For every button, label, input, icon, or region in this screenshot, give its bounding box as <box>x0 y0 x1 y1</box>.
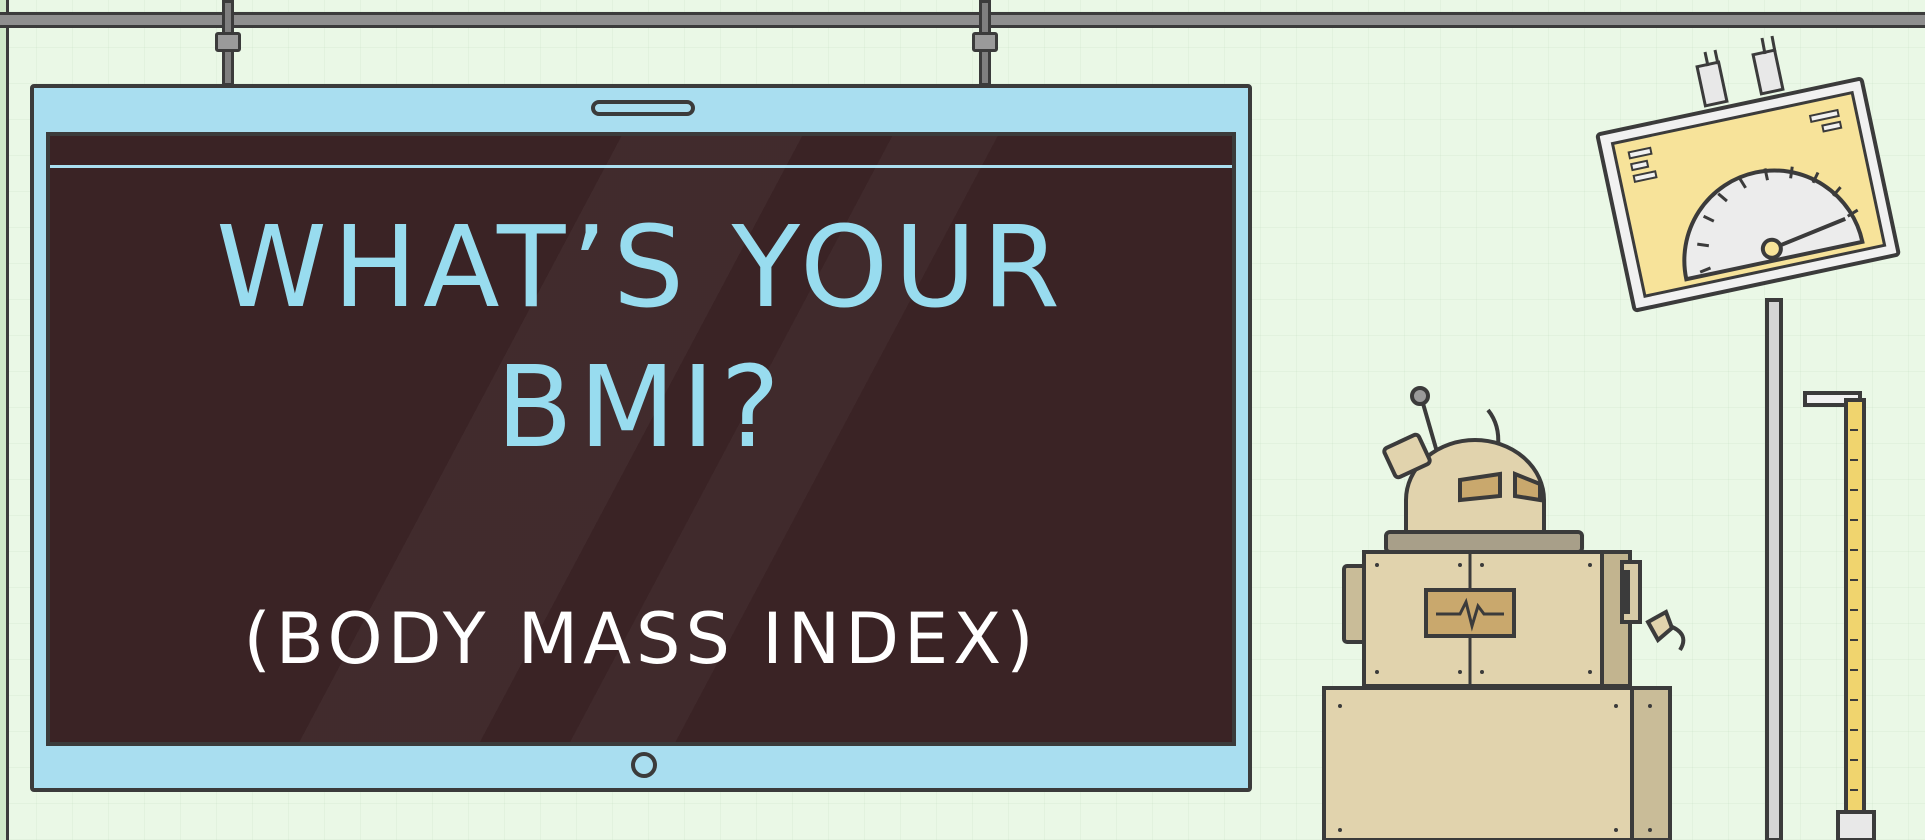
robot-icon <box>1322 386 1686 840</box>
gauge-post <box>1765 298 1783 840</box>
gauge-clips <box>1695 35 1785 108</box>
hanger-clamp <box>215 32 241 52</box>
left-hanger <box>215 0 241 86</box>
headline-line-1: WHAT’S YOUR <box>216 203 1066 333</box>
right-hanger <box>972 0 998 86</box>
ceiling-rail <box>0 12 1925 28</box>
left-wall-post <box>0 0 9 840</box>
hanger-clamp <box>972 32 998 52</box>
monitor-speaker-slot <box>591 100 695 116</box>
gauge-panel <box>1595 76 1901 313</box>
monitor-icon: WHAT’S YOUR BMI? (BODY MASS INDEX) <box>30 84 1252 792</box>
screen-glare <box>50 136 1232 742</box>
subheadline: (BODY MASS INDEX) <box>243 598 1039 680</box>
robot-scale-illustration <box>1322 35 1901 840</box>
monitor-screen: WHAT’S YOUR BMI? (BODY MASS INDEX) <box>46 132 1236 746</box>
height-ruler-icon <box>1803 391 1876 840</box>
headline: WHAT’S YOUR BMI? <box>50 198 1232 478</box>
headline-line-2: BMI? <box>496 343 786 473</box>
screen-top-bar <box>50 136 1232 168</box>
scale-gauge-icon <box>1595 35 1901 840</box>
monitor-home-button <box>631 752 657 778</box>
